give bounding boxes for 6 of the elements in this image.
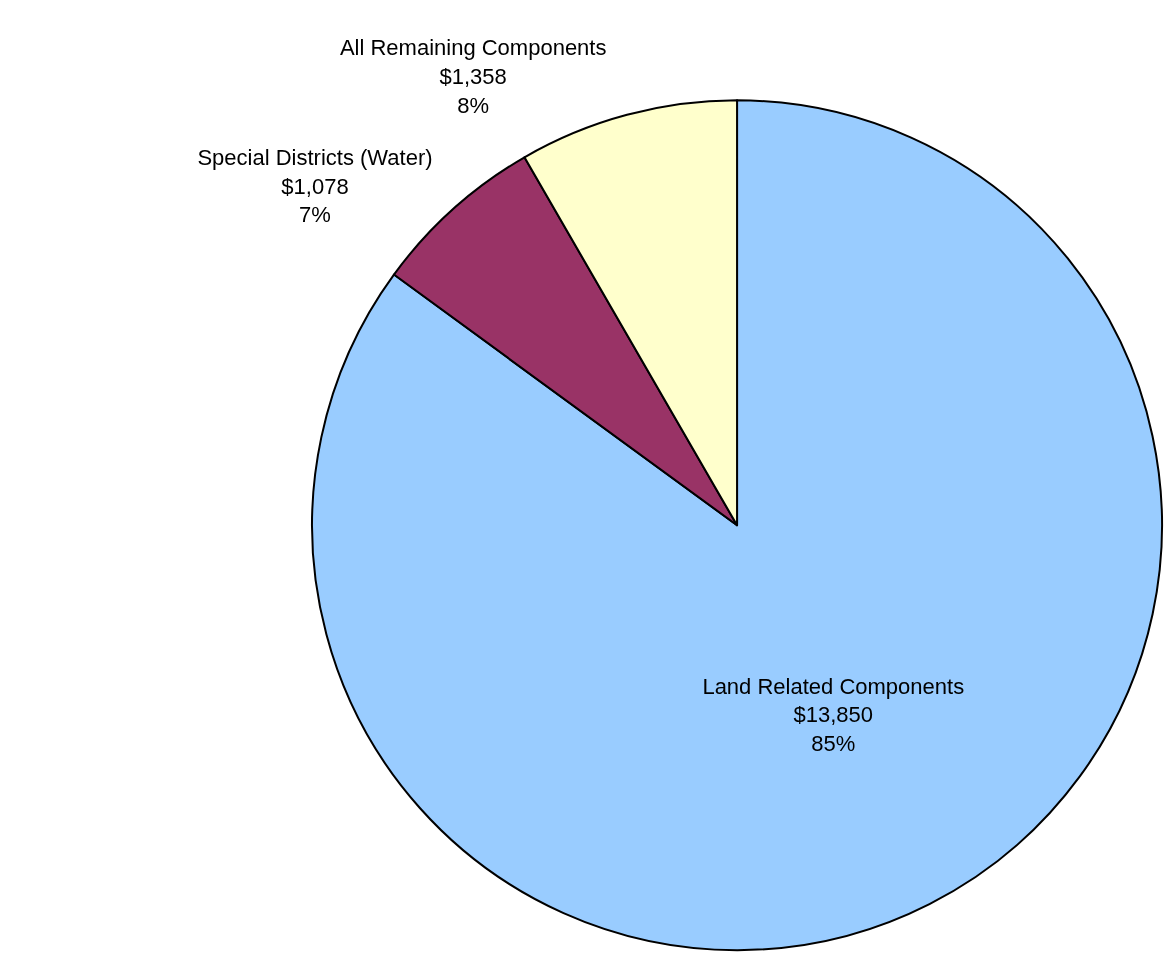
slice-label: Special Districts (Water)	[197, 145, 433, 171]
data-label: $13,850 85%	[793, 702, 874, 756]
slice-label: All Remaining Components	[339, 35, 607, 61]
slice-label: Land Related Components	[702, 673, 965, 699]
data-label: $1,078 7%	[281, 173, 349, 228]
data-label: $1,358 8%	[439, 63, 507, 118]
